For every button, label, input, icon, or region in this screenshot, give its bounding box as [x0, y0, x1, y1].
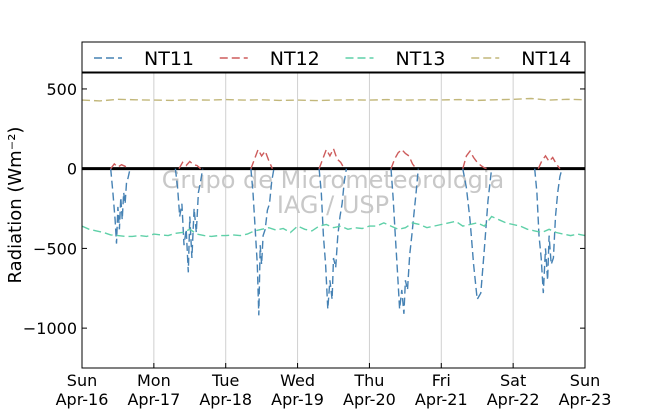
- series-line-nt11-seg-3: [318, 168, 348, 310]
- x-tick-date-7: Apr-23: [559, 390, 612, 409]
- x-tick-day-2: Tue: [211, 371, 239, 390]
- legend-label-nt12: NT12: [270, 48, 320, 70]
- x-tick-day-7: Sun: [570, 371, 600, 390]
- series-line-nt12-seg-1: [178, 160, 202, 170]
- x-tick-day-5: Fri: [432, 371, 451, 390]
- series-line-nt12-seg-2: [250, 147, 274, 169]
- x-tick-day-0: Sun: [67, 371, 97, 390]
- series-line-nt12-seg-5: [462, 149, 489, 170]
- legend-box: [81, 41, 586, 73]
- legend-label-nt14: NT14: [521, 48, 571, 70]
- legend-label-nt11: NT11: [144, 48, 194, 70]
- watermark-line-1: Grupo de Micrometeorologia: [162, 166, 504, 194]
- x-tick-date-1: Apr-17: [127, 390, 180, 409]
- series-line-nt11-seg-5: [462, 168, 493, 302]
- y-tick-label-1: 0: [67, 160, 77, 179]
- x-tick-date-0: Apr-16: [56, 390, 109, 409]
- series-line-nt11-seg-0: [110, 168, 131, 244]
- grid-lines: [153, 73, 514, 368]
- series-lines: [81, 97, 586, 316]
- watermark-line-2: IAG / USP: [277, 191, 389, 219]
- x-tick-date-3: Apr-19: [271, 390, 324, 409]
- series-line-nt12-seg-6: [537, 154, 561, 170]
- series-line-nt14-seg-0: [81, 97, 586, 102]
- plot-frame: [81, 72, 586, 369]
- series-line-nt11-seg-1: [174, 168, 204, 273]
- y-tick-label-3: −1000: [23, 319, 77, 338]
- plot-border: [81, 72, 586, 369]
- series-line-nt11-seg-4: [390, 168, 419, 314]
- y-axis: 500 0 −500 −1000: [23, 80, 585, 338]
- series-line-nt12-seg-4: [390, 148, 417, 170]
- series-line-nt12-seg-3: [318, 146, 345, 170]
- x-tick-day-3: Wed: [280, 371, 315, 390]
- x-tick-date-4: Apr-20: [343, 390, 396, 409]
- y-axis-label: Radiation (Wm⁻²): [5, 127, 26, 284]
- y-tick-label-0: 500: [46, 80, 77, 99]
- legend: NT11 NT12 NT13 NT14: [81, 41, 586, 73]
- series-line-nt13-seg-0: [81, 215, 586, 238]
- y-tick-label-2: −500: [33, 239, 77, 258]
- series-line-nt12-seg-0: [110, 162, 130, 170]
- x-axis: SunApr-16MonApr-17TueApr-18WedApr-19ThuA…: [56, 363, 612, 409]
- x-tick-date-6: Apr-22: [487, 390, 540, 409]
- legend-label-nt13: NT13: [396, 48, 446, 70]
- series-line-nt11-seg-2: [250, 168, 275, 316]
- x-tick-day-1: Mon: [137, 371, 171, 390]
- x-tick-date-5: Apr-21: [415, 390, 468, 409]
- watermark: Grupo de Micrometeorologia IAG / USP: [162, 166, 504, 219]
- series-line-nt11-seg-6: [534, 168, 563, 294]
- x-tick-date-2: Apr-18: [199, 390, 252, 409]
- x-tick-day-6: Sat: [500, 371, 526, 390]
- x-tick-day-4: Thu: [353, 371, 384, 390]
